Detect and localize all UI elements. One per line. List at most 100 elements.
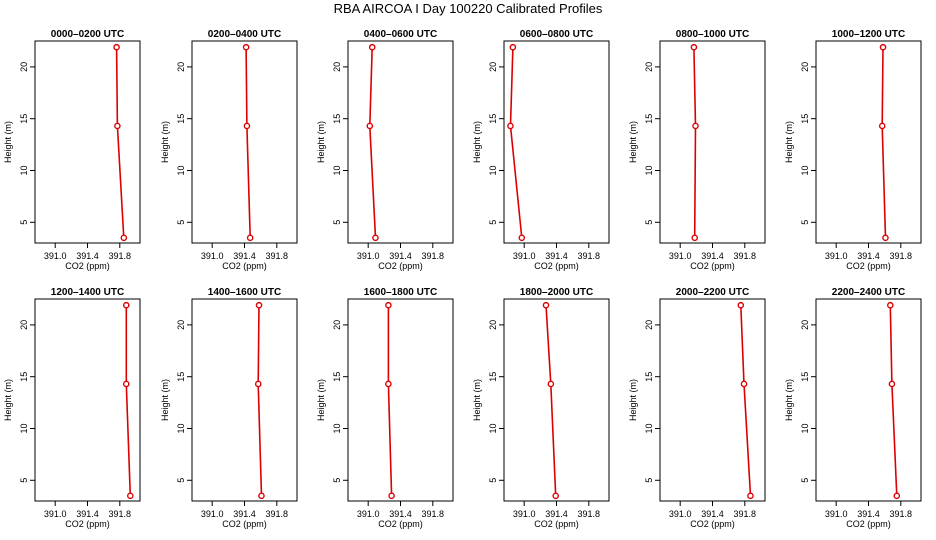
y-tick-label: 20 — [800, 320, 810, 330]
data-point — [690, 43, 698, 51]
data-point — [385, 301, 392, 309]
panel-title: 1200–1400 UTC — [51, 287, 124, 298]
x-tick-label: 391.4 — [701, 251, 724, 261]
y-tick-label: 15 — [644, 114, 654, 124]
x-tick-label: 391.8 — [109, 509, 132, 519]
x-tick-label: 391.4 — [389, 509, 412, 519]
data-point — [113, 43, 120, 51]
y-tick-label: 15 — [176, 114, 186, 124]
y-tick-label: 20 — [644, 320, 654, 330]
profile-line — [509, 47, 523, 238]
figure-title: RBA AIRCOA I Day 100220 Calibrated Profi… — [334, 1, 603, 16]
data-point — [388, 492, 395, 500]
y-axis-label: Height (m) — [784, 379, 794, 421]
plot-frame — [347, 40, 454, 244]
x-tick-label: 391.8 — [109, 251, 132, 261]
y-tick-label: 15 — [176, 372, 186, 382]
x-tick-label: 391.4 — [389, 251, 412, 261]
panel-title: 0200–0400 UTC — [208, 29, 281, 40]
data-point — [878, 122, 886, 130]
y-tick-label: 5 — [332, 478, 342, 483]
x-tick-label: 391.8 — [578, 251, 601, 261]
data-point — [368, 43, 376, 51]
x-tick-label: 391.8 — [890, 251, 913, 261]
profile-line — [881, 47, 887, 238]
x-axis-label: CO2 (ppm) — [378, 519, 423, 529]
data-point — [366, 122, 374, 130]
data-point — [120, 234, 128, 242]
profile-line — [257, 305, 263, 496]
data-point — [692, 122, 699, 130]
y-tick-label: 5 — [332, 220, 342, 225]
y-tick-label: 5 — [800, 220, 810, 225]
y-axis-label: Height (m) — [784, 121, 794, 163]
y-tick-label: 10 — [488, 165, 498, 175]
x-tick-label: 391.8 — [266, 509, 289, 519]
y-tick-label: 20 — [176, 320, 186, 330]
y-tick-label: 10 — [800, 423, 810, 433]
data-point — [737, 301, 745, 309]
y-tick-label: 10 — [488, 423, 498, 433]
x-tick-label: 391.8 — [890, 509, 913, 519]
x-tick-label: 391.0 — [44, 251, 67, 261]
x-tick-label: 391.0 — [357, 509, 380, 519]
y-axis-label: Height (m) — [472, 121, 482, 163]
y-tick-label: 10 — [176, 423, 186, 433]
x-tick-label: 391.4 — [701, 509, 724, 519]
plot-frame — [34, 298, 141, 502]
y-tick-label: 20 — [800, 62, 810, 72]
plot-frame — [815, 40, 922, 244]
panel-title: 0400–0600 UTC — [364, 29, 437, 40]
data-point — [114, 122, 121, 130]
y-tick-label: 5 — [19, 220, 29, 225]
x-axis-label: CO2 (ppm) — [534, 519, 579, 529]
profile-line — [387, 305, 393, 496]
x-tick-label: 391.8 — [422, 251, 445, 261]
profile-line — [889, 305, 898, 496]
y-tick-label: 5 — [644, 220, 654, 225]
x-tick-label: 391.4 — [545, 509, 568, 519]
y-tick-label: 15 — [488, 372, 498, 382]
x-tick-label: 391.8 — [266, 251, 289, 261]
data-point — [882, 234, 889, 242]
y-tick-label: 10 — [19, 423, 29, 433]
y-axis-label: Height (m) — [472, 379, 482, 421]
data-point — [372, 234, 379, 242]
data-point — [747, 492, 754, 500]
plot-frame — [347, 298, 454, 502]
y-axis-label: Height (m) — [3, 379, 13, 421]
plot-frame — [815, 298, 922, 502]
x-tick-label: 391.0 — [201, 509, 224, 519]
y-tick-label: 5 — [800, 478, 810, 483]
x-axis-label: CO2 (ppm) — [65, 261, 110, 271]
data-point — [242, 43, 250, 51]
y-axis-label: Height (m) — [3, 121, 13, 163]
y-tick-label: 10 — [19, 165, 29, 175]
data-point — [507, 122, 514, 130]
y-tick-label: 10 — [644, 165, 654, 175]
panel-title: 0800–1000 UTC — [676, 29, 749, 40]
profile-line — [125, 305, 132, 496]
plot-frame — [659, 40, 766, 244]
x-tick-label: 391.8 — [422, 509, 445, 519]
x-axis-label: CO2 (ppm) — [690, 519, 735, 529]
x-axis-label: CO2 (ppm) — [65, 519, 110, 529]
panel-title: 0000–0200 UTC — [51, 29, 124, 40]
y-tick-label: 10 — [332, 423, 342, 433]
y-tick-label: 20 — [332, 62, 342, 72]
data-point — [243, 122, 251, 130]
y-tick-label: 5 — [176, 478, 186, 483]
y-tick-label: 5 — [644, 478, 654, 483]
x-tick-label: 391.8 — [578, 509, 601, 519]
y-tick-label: 5 — [176, 220, 186, 225]
data-point — [385, 380, 392, 388]
